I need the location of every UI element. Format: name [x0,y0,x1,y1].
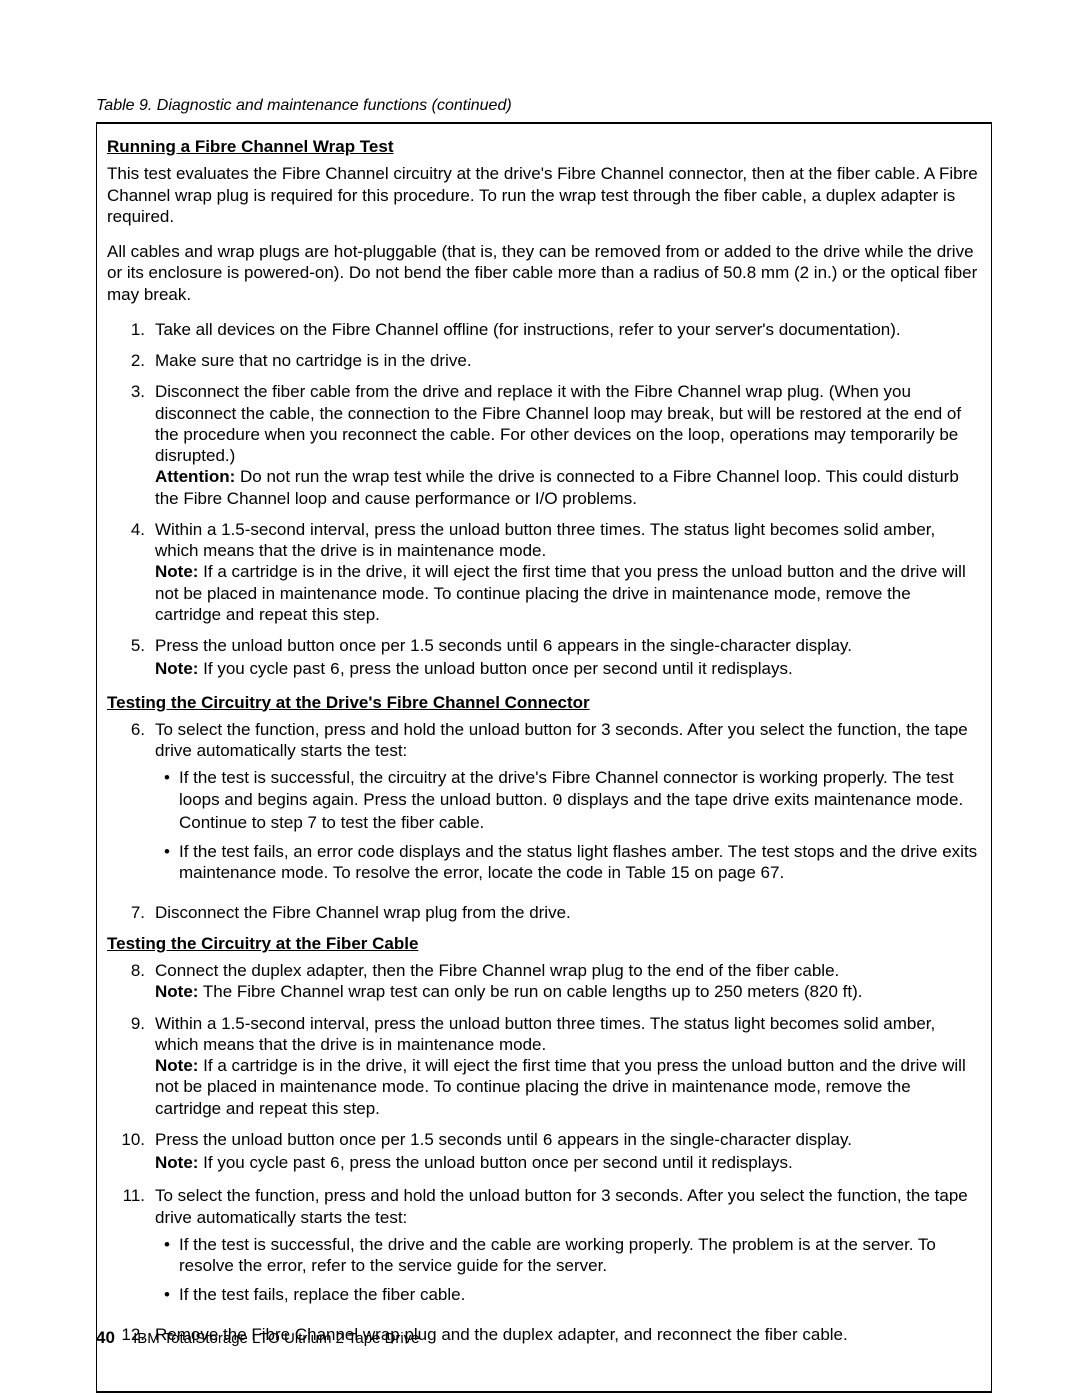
note-text-post: , press the unload button once per secon… [340,659,793,678]
list-body: Disconnect the fiber cable from the driv… [155,381,981,509]
note-label: Note: [155,982,198,1001]
list-number: 11. [107,1185,155,1313]
list-body: Within a 1.5-second interval, press the … [155,1013,981,1119]
bullet-body: If the test fails, an error code display… [179,841,981,884]
bullet-list: • If the test is successful, the drive a… [155,1234,981,1306]
ordered-list: 6. To select the function, press and hol… [107,719,981,923]
paragraph: This test evaluates the Fibre Channel ci… [107,163,981,227]
list-item: 6. To select the function, press and hol… [107,719,981,892]
code-literal: 6 [542,638,552,657]
step-text: Within a 1.5-second interval, press the … [155,1014,935,1054]
list-item: 4. Within a 1.5-second interval, press t… [107,519,981,625]
list-number: 10. [107,1129,155,1176]
list-item: 2. Make sure that no cartridge is in the… [107,350,981,371]
list-body: Within a 1.5-second interval, press the … [155,519,981,625]
step-text-post: appears in the single-character display. [553,636,852,655]
list-body: Connect the duplex adapter, then the Fib… [155,960,981,1003]
note-text-pre: If you cycle past [198,659,329,678]
note-text-pre: If you cycle past [198,1153,329,1172]
list-item: 11. To select the function, press and ho… [107,1185,981,1313]
list-body: Make sure that no cartridge is in the dr… [155,350,981,371]
bullet-icon: • [155,841,179,884]
bullet-item: • If the test is successful, the circuit… [155,767,981,833]
list-body: To select the function, press and hold t… [155,1185,981,1313]
attention-label: Attention: [155,467,235,486]
list-number: 7. [107,902,155,923]
list-number: 1. [107,319,155,340]
note-label: Note: [155,1153,198,1172]
code-literal: 0 [552,792,562,811]
document-page: Table 9. Diagnostic and maintenance func… [0,0,1080,1397]
note-text: If a cartridge is in the drive, it will … [155,562,966,624]
list-item: 10. Press the unload button once per 1.5… [107,1129,981,1176]
note-text: The Fibre Channel wrap test can only be … [198,982,862,1001]
list-number: 3. [107,381,155,509]
list-body: To select the function, press and hold t… [155,719,981,892]
page-number: 40 [96,1328,115,1347]
step-text: Within a 1.5-second interval, press the … [155,520,935,560]
bullet-item: • If the test fails, replace the fiber c… [155,1284,981,1305]
table-caption: Table 9. Diagnostic and maintenance func… [96,96,992,116]
step-text: Disconnect the fiber cable from the driv… [155,382,961,465]
ordered-list: 8. Connect the duplex adapter, then the … [107,960,981,1345]
list-number: 6. [107,719,155,892]
list-item: 3. Disconnect the fiber cable from the d… [107,381,981,509]
list-item: 7. Disconnect the Fibre Channel wrap plu… [107,902,981,923]
section-title-cable: Testing the Circuitry at the Fiber Cable [107,933,981,954]
list-body: Disconnect the Fibre Channel wrap plug f… [155,902,981,923]
bullet-body: If the test fails, replace the fiber cab… [179,1284,981,1305]
list-number: 5. [107,635,155,682]
note-text-post: , press the unload button once per secon… [340,1153,793,1172]
step-text: Connect the duplex adapter, then the Fib… [155,961,839,980]
page-footer: 40 IBM TotalStorage LTO Ultrium 2 Tape D… [96,1327,420,1349]
list-body: Press the unload button once per 1.5 sec… [155,635,981,682]
note-label: Note: [155,1056,198,1075]
code-literal: 6 [542,1132,552,1151]
bullet-list: • If the test is successful, the circuit… [155,767,981,883]
bullet-icon: • [155,767,179,833]
table-box: Running a Fibre Channel Wrap Test This t… [96,122,992,1393]
code-literal: 6 [330,1155,340,1174]
list-number: 2. [107,350,155,371]
list-number: 9. [107,1013,155,1119]
list-item: 1. Take all devices on the Fibre Channel… [107,319,981,340]
code-literal: 6 [330,661,340,680]
step-text-post: appears in the single-character display. [553,1130,852,1149]
bullet-body: If the test is successful, the drive and… [179,1234,981,1277]
list-body: Press the unload button once per 1.5 sec… [155,1129,981,1176]
list-body: Take all devices on the Fibre Channel of… [155,319,981,340]
bullet-item: • If the test is successful, the drive a… [155,1234,981,1277]
section-title-connector: Testing the Circuitry at the Drive's Fib… [107,692,981,713]
footer-text: IBM TotalStorage LTO Ultrium 2 Tape Driv… [133,1330,420,1347]
list-number: 4. [107,519,155,625]
list-item: 9. Within a 1.5-second interval, press t… [107,1013,981,1119]
bullet-item: • If the test fails, an error code displ… [155,841,981,884]
list-item: 8. Connect the duplex adapter, then the … [107,960,981,1003]
section-title-wrap-test: Running a Fibre Channel Wrap Test [107,136,981,157]
step-text: To select the function, press and hold t… [155,720,968,760]
step-text-pre: Press the unload button once per 1.5 sec… [155,636,542,655]
step-text: To select the function, press and hold t… [155,1186,968,1226]
bullet-icon: • [155,1234,179,1277]
note-label: Note: [155,562,198,581]
note-label: Note: [155,659,198,678]
list-item: 5. Press the unload button once per 1.5 … [107,635,981,682]
list-number: 8. [107,960,155,1003]
ordered-list: 1. Take all devices on the Fibre Channel… [107,319,981,682]
attention-text: Do not run the wrap test while the drive… [155,467,959,507]
note-text: If a cartridge is in the drive, it will … [155,1056,966,1118]
step-text-pre: Press the unload button once per 1.5 sec… [155,1130,542,1149]
paragraph: All cables and wrap plugs are hot-plugga… [107,241,981,305]
bullet-body: If the test is successful, the circuitry… [179,767,981,833]
bullet-icon: • [155,1284,179,1305]
